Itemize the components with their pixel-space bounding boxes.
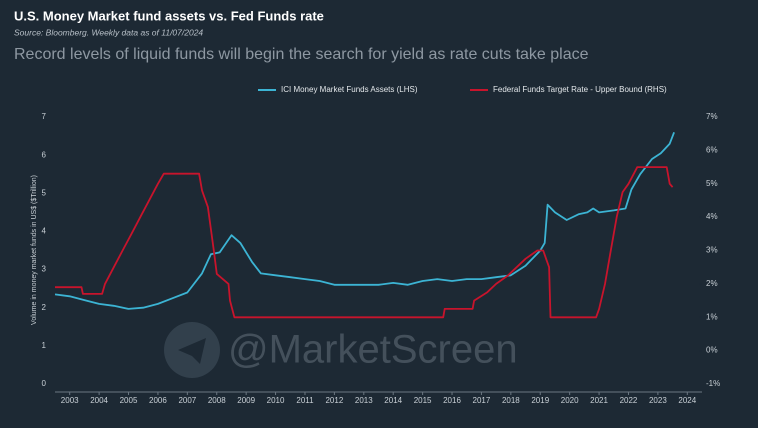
watermark: @MarketScreen <box>228 328 518 372</box>
x-tick-label: 2022 <box>620 396 638 405</box>
x-tick-label: 2024 <box>678 396 696 405</box>
y-tick-label: 6 <box>42 150 47 159</box>
y2-tick-label: 4% <box>706 212 718 221</box>
x-tick-label: 2004 <box>90 396 108 405</box>
y-tick-label: 3 <box>42 265 47 274</box>
y2-tick-label: 0% <box>706 346 718 355</box>
y2-tick-label: 5% <box>706 179 718 188</box>
legend-label: ICI Money Market Funds Assets (LHS) <box>281 85 418 94</box>
watermark-group: @MarketScreen <box>164 322 518 378</box>
source: Source: Bloomberg. Weekly data as of 11/… <box>14 27 203 37</box>
legend-label: Federal Funds Target Rate - Upper Bound … <box>493 85 667 94</box>
series-line <box>54 131 675 310</box>
chart-title: U.S. Money Market fund assets vs. Fed Fu… <box>14 8 324 23</box>
x-tick-label: 2007 <box>178 396 196 405</box>
x-tick-label: 2012 <box>325 396 343 405</box>
x-tick-label: 2023 <box>649 396 667 405</box>
y2-tick-label: -1% <box>706 379 720 388</box>
y-tick-label: 7 <box>42 112 47 121</box>
x-tick-label: 2015 <box>414 396 432 405</box>
y-tick-label: 2 <box>42 303 47 312</box>
y-tick-label: 0 <box>42 379 47 388</box>
x-tick-label: 2020 <box>561 396 579 405</box>
x-tick-label: 2019 <box>531 396 549 405</box>
x-tick-label: 2014 <box>384 396 402 405</box>
x-tick-label: 2005 <box>120 396 138 405</box>
subtitle: Record levels of liquid funds will begin… <box>14 46 589 63</box>
y2-tick-label: 1% <box>706 312 718 321</box>
y-tick-label: 4 <box>42 227 47 236</box>
x-tick-label: 2010 <box>267 396 285 405</box>
x-tick-label: 2016 <box>443 396 461 405</box>
series-line <box>55 166 674 319</box>
x-tick-label: 2013 <box>355 396 373 405</box>
watermark-icon <box>164 322 220 378</box>
watermark-icon-plane <box>178 338 206 364</box>
x-tick-label: 2003 <box>61 396 79 405</box>
x-tick-label: 2017 <box>473 396 491 405</box>
x-tick-label: 2008 <box>208 396 226 405</box>
x-tick-label: 2021 <box>590 396 608 405</box>
y2-tick-label: 6% <box>706 145 718 154</box>
y2-tick-label: 2% <box>706 279 718 288</box>
y-tick-label: 5 <box>42 188 47 197</box>
y2-tick-label: 7% <box>706 112 718 121</box>
x-tick-label: 2011 <box>296 396 314 405</box>
x-tick-label: 2006 <box>149 396 167 405</box>
y2-tick-label: 3% <box>706 246 718 255</box>
y-tick-label: 1 <box>42 341 47 350</box>
y-axis-label: Volume in money market funds in US$ ($Tr… <box>31 175 38 325</box>
x-tick-label: 2009 <box>237 396 255 405</box>
x-tick-label: 2018 <box>502 396 520 405</box>
